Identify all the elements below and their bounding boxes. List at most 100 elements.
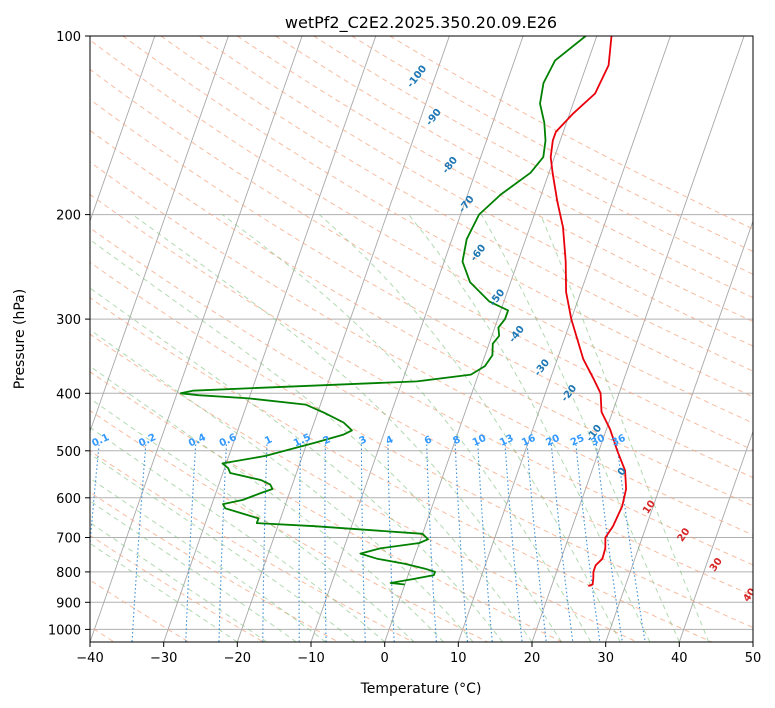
x-tick-label: 50 [745,651,762,666]
y-tick-label: 1000 [48,623,81,638]
y-tick-label: 800 [56,566,81,581]
y-tick-label: 100 [56,30,81,45]
y-tick-label: 600 [56,492,81,507]
moist-adiabat-label: 40 [742,586,759,604]
moist-adiabat-line [90,453,356,642]
mixing-ratio-line [185,444,197,642]
isotherm-line [384,36,598,642]
moist-adiabat-line [408,214,651,642]
moist-adiabat-line [90,287,503,642]
y-tick-label: 500 [56,445,81,460]
dry-adiabat-line [90,297,712,642]
mixing-ratio-line [616,444,646,642]
y-tick-label: 700 [56,532,81,547]
plot-frame [89,35,754,643]
dry-adiabat-line [90,409,488,642]
dry-adiabat-line [90,333,638,642]
mixing-ratio-line [477,444,493,642]
mixing-ratio-label: 1 [263,434,274,447]
isotherm-line [163,36,377,642]
x-tick-label: −20 [224,651,251,666]
mixing-ratio-label: 6 [423,434,434,447]
moist-adiabat-line [90,397,415,642]
x-tick-label: −40 [76,651,103,666]
mixing-ratio-line [262,444,268,642]
chart-title: wetPf2_C2E2.2025.350.20.09.E26 [285,13,557,33]
dry-adiabat-line [90,261,753,629]
mixing-ratio-label: 16 [520,433,537,449]
isotherm-line [90,36,229,433]
mixing-ratio-line [550,444,574,642]
x-tick-label: 20 [524,651,541,666]
dry-adiabat-line [90,193,753,566]
mixing-ratio-label: 30 [589,433,606,449]
mixing-ratio-label: 20 [544,433,561,449]
moist-adiabat-line [222,214,592,642]
isotherm-line [531,36,745,642]
dry-adiabat-line [90,68,753,451]
mixing-ratio-line [504,444,523,642]
mixing-ratio-label: 13 [498,433,515,449]
x-tick-label: 40 [671,651,688,666]
moist-adiabat-line [90,477,326,642]
moist-adiabat-line [90,500,297,642]
dry-adiabat-line [90,129,753,507]
profile-series [179,36,627,587]
moist-adiabat-line [132,214,562,642]
isotherm-line [678,430,753,642]
plot-area: -100-90-80-70-60-50-40-30-20-10010203040… [90,36,759,642]
profile-line [549,36,627,587]
isotherm-line [90,36,303,642]
moist-adiabat-line [90,239,533,642]
dry-adiabat-line [90,491,339,642]
mixing-ratio-line [90,444,100,549]
moist-adiabat-line [90,426,386,642]
moist-adiabat-line [540,214,710,642]
y-tick-label: 300 [56,313,81,328]
x-tick-label: −10 [297,651,324,666]
mixing-ratio-label: 8 [451,434,462,447]
dry-adiabat-line [90,371,563,642]
mixing-ratio-line [575,444,601,642]
mixing-ratio-line [454,444,469,642]
x-tick-label: 10 [450,651,467,666]
moist-adiabat-line [90,542,238,642]
mixing-ratio-line [218,444,227,642]
x-axis-ticks: −40 −30 −20 −10 0 10 20 30 40 50 [76,642,761,666]
dry-adiabat-line [122,36,753,398]
mixing-ratio-label: 10 [471,433,488,449]
mixing-ratio-label: 4 [384,434,395,447]
isotherm-line [605,219,753,642]
mixing-ratio-label: 2 [322,434,333,447]
profile-line [179,36,587,586]
x-tick-label: −30 [150,651,177,666]
mixing-ratio-label: 3 [358,434,369,447]
mixing-ratio-line [324,444,327,642]
dry-adiabat-line [90,39,753,424]
isotherm-line [236,36,450,642]
moist-adiabat-line [318,214,621,642]
mixing-ratio-line [360,444,366,642]
x-tick-label: 30 [597,651,614,666]
y-axis-label: Pressure (hPa) [12,289,28,389]
mixing-ratio-label: 36 [610,433,627,449]
dry-adiabat-line [275,36,753,299]
mixing-ratio-line [131,444,147,642]
isotherm-line [90,36,156,223]
mixing-ratio-line [426,444,437,642]
mixing-ratio-line [595,444,623,642]
mixing-ratio-lines [90,444,646,642]
y-tick-label: 400 [56,387,81,402]
y-tick-label: 200 [56,209,81,224]
x-axis-label: Temperature (°C) [360,681,482,697]
dry-adiabat-line [90,534,264,642]
dry-adiabat-line [90,98,753,479]
moist-adiabat-lines [90,214,710,642]
y-tick-label: 900 [56,596,81,611]
x-tick-label: 0 [381,651,389,666]
y-axis-ticks: 100 200 300 400 500 600 700 800 900 1000 [48,30,90,638]
moist-adiabat-line [90,329,474,642]
mixing-ratio-line [298,444,302,642]
